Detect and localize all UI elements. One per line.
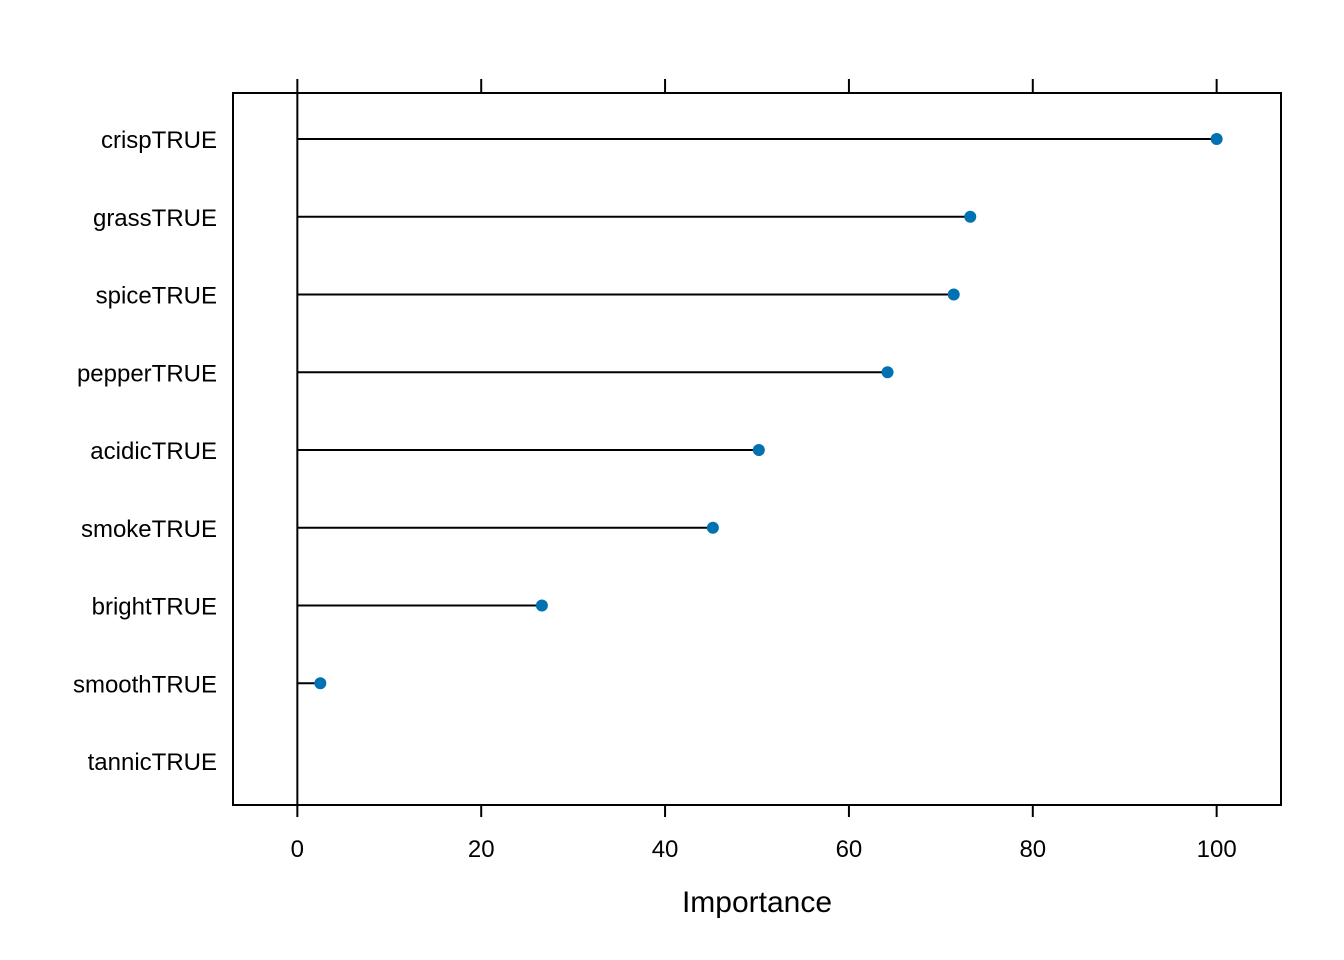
y-category-label: crispTRUE xyxy=(101,127,217,154)
importance-point xyxy=(314,677,327,690)
y-category-label: spiceTRUE xyxy=(96,283,217,310)
importance-point xyxy=(535,599,548,612)
y-category-label: acidicTRUE xyxy=(90,438,217,465)
chart-marks xyxy=(296,93,1223,805)
importance-point xyxy=(1210,133,1223,145)
y-category-label: grassTRUE xyxy=(93,205,217,232)
x-tick-label: 20 xyxy=(468,836,495,863)
importance-point xyxy=(881,366,894,379)
x-tick-label: 60 xyxy=(836,836,863,863)
x-tick-label: 80 xyxy=(1019,836,1046,863)
x-axis-title: Importance xyxy=(682,886,832,919)
importance-point xyxy=(947,288,960,301)
y-category-label: smoothTRUE xyxy=(73,671,217,698)
importance-point xyxy=(964,210,977,223)
y-category-label: tannicTRUE xyxy=(88,749,217,776)
importance-point xyxy=(752,444,765,456)
plot-panel xyxy=(232,92,1282,806)
y-category-label: brightTRUE xyxy=(92,594,217,621)
x-tick-label: 40 xyxy=(652,836,679,863)
x-axis: 0 20 40 60 80 100 xyxy=(291,79,1237,863)
y-axis: crispTRUE grassTRUE spiceTRUE pepperTRUE aci… xyxy=(73,127,217,776)
y-category-label: pepperTRUE xyxy=(77,360,217,387)
x-tick-label: 0 xyxy=(291,836,304,863)
x-tick-label: 100 xyxy=(1197,836,1237,863)
importance-point xyxy=(706,521,719,534)
y-category-label: smokeTRUE xyxy=(81,516,217,543)
